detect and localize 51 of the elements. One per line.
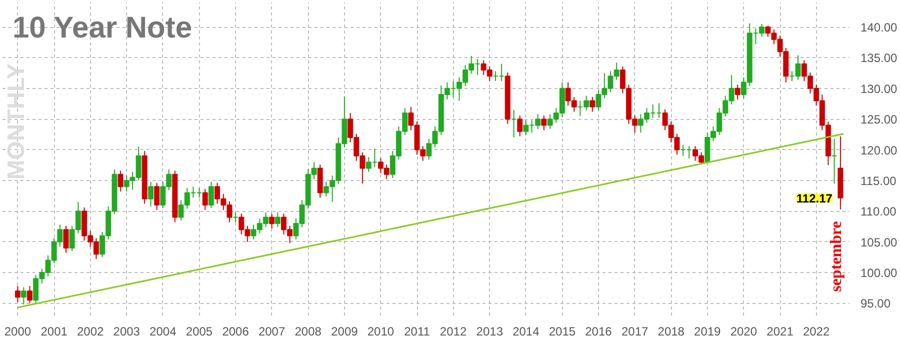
x-tick-label: 2020 — [730, 324, 758, 338]
x-tick-label: 2001 — [40, 324, 68, 338]
y-tick-label: 130.00 — [860, 82, 898, 96]
candlestick — [148, 181, 154, 207]
y-tick-label: 125.00 — [860, 112, 898, 127]
x-tick-label: 2022 — [802, 324, 830, 338]
candlestick — [269, 213, 275, 229]
x-tick-label: 2009 — [331, 324, 358, 338]
y-tick-label: 95.00 — [860, 296, 891, 311]
candlestick — [118, 170, 124, 192]
y-tick-label: 110.00 — [860, 204, 897, 219]
x-tick-label: 2007 — [258, 324, 286, 338]
candlestick — [541, 114, 547, 131]
y-tick-label: 115.00 — [860, 174, 897, 188]
x-tick-label: 2003 — [113, 324, 140, 338]
candlestick — [20, 286, 26, 305]
x-tick-label: 2018 — [658, 324, 685, 338]
y-tick-label: 120.00 — [860, 143, 898, 158]
x-tick-label: 2013 — [476, 324, 504, 338]
x-tick-label: 2019 — [694, 324, 722, 338]
y-tick-label: 100.00 — [860, 266, 898, 280]
x-tick-label: 2011 — [404, 324, 430, 338]
x-tick-label: 2000 — [4, 324, 32, 338]
candlestick — [202, 188, 208, 210]
x-tick-label: 2021 — [766, 324, 794, 338]
candlestick — [590, 96, 596, 112]
candlestick — [274, 212, 280, 228]
x-tick-label: 2008 — [294, 324, 322, 338]
x-tick-label: 2012 — [440, 324, 467, 338]
candlestick — [517, 114, 523, 137]
candlestick — [734, 84, 740, 100]
x-tick-label: 2015 — [548, 324, 576, 338]
y-tick-label: 135.00 — [860, 51, 898, 66]
annotation: septembre — [828, 221, 845, 292]
candlestick — [26, 286, 32, 304]
y-tick-label: 140.00 — [860, 20, 898, 35]
candlestick — [208, 181, 214, 209]
x-tick-label: 2006 — [222, 324, 250, 338]
annotation: 112.17 — [796, 191, 833, 206]
candlestick — [154, 182, 160, 210]
chart-title: 10 Year Note — [12, 12, 192, 44]
x-tick-label: 2002 — [77, 324, 104, 338]
x-tick-label: 2010 — [367, 324, 394, 338]
x-tick-label: 2016 — [585, 324, 612, 338]
x-tick-label: 2014 — [512, 324, 540, 338]
x-tick-label: 2004 — [150, 324, 177, 338]
x-tick-label: 2005 — [186, 324, 213, 338]
y-tick-label: 105.00 — [860, 235, 898, 250]
candlestick — [63, 225, 69, 254]
candlestick — [14, 286, 20, 302]
x-tick-label: 2017 — [621, 324, 649, 338]
